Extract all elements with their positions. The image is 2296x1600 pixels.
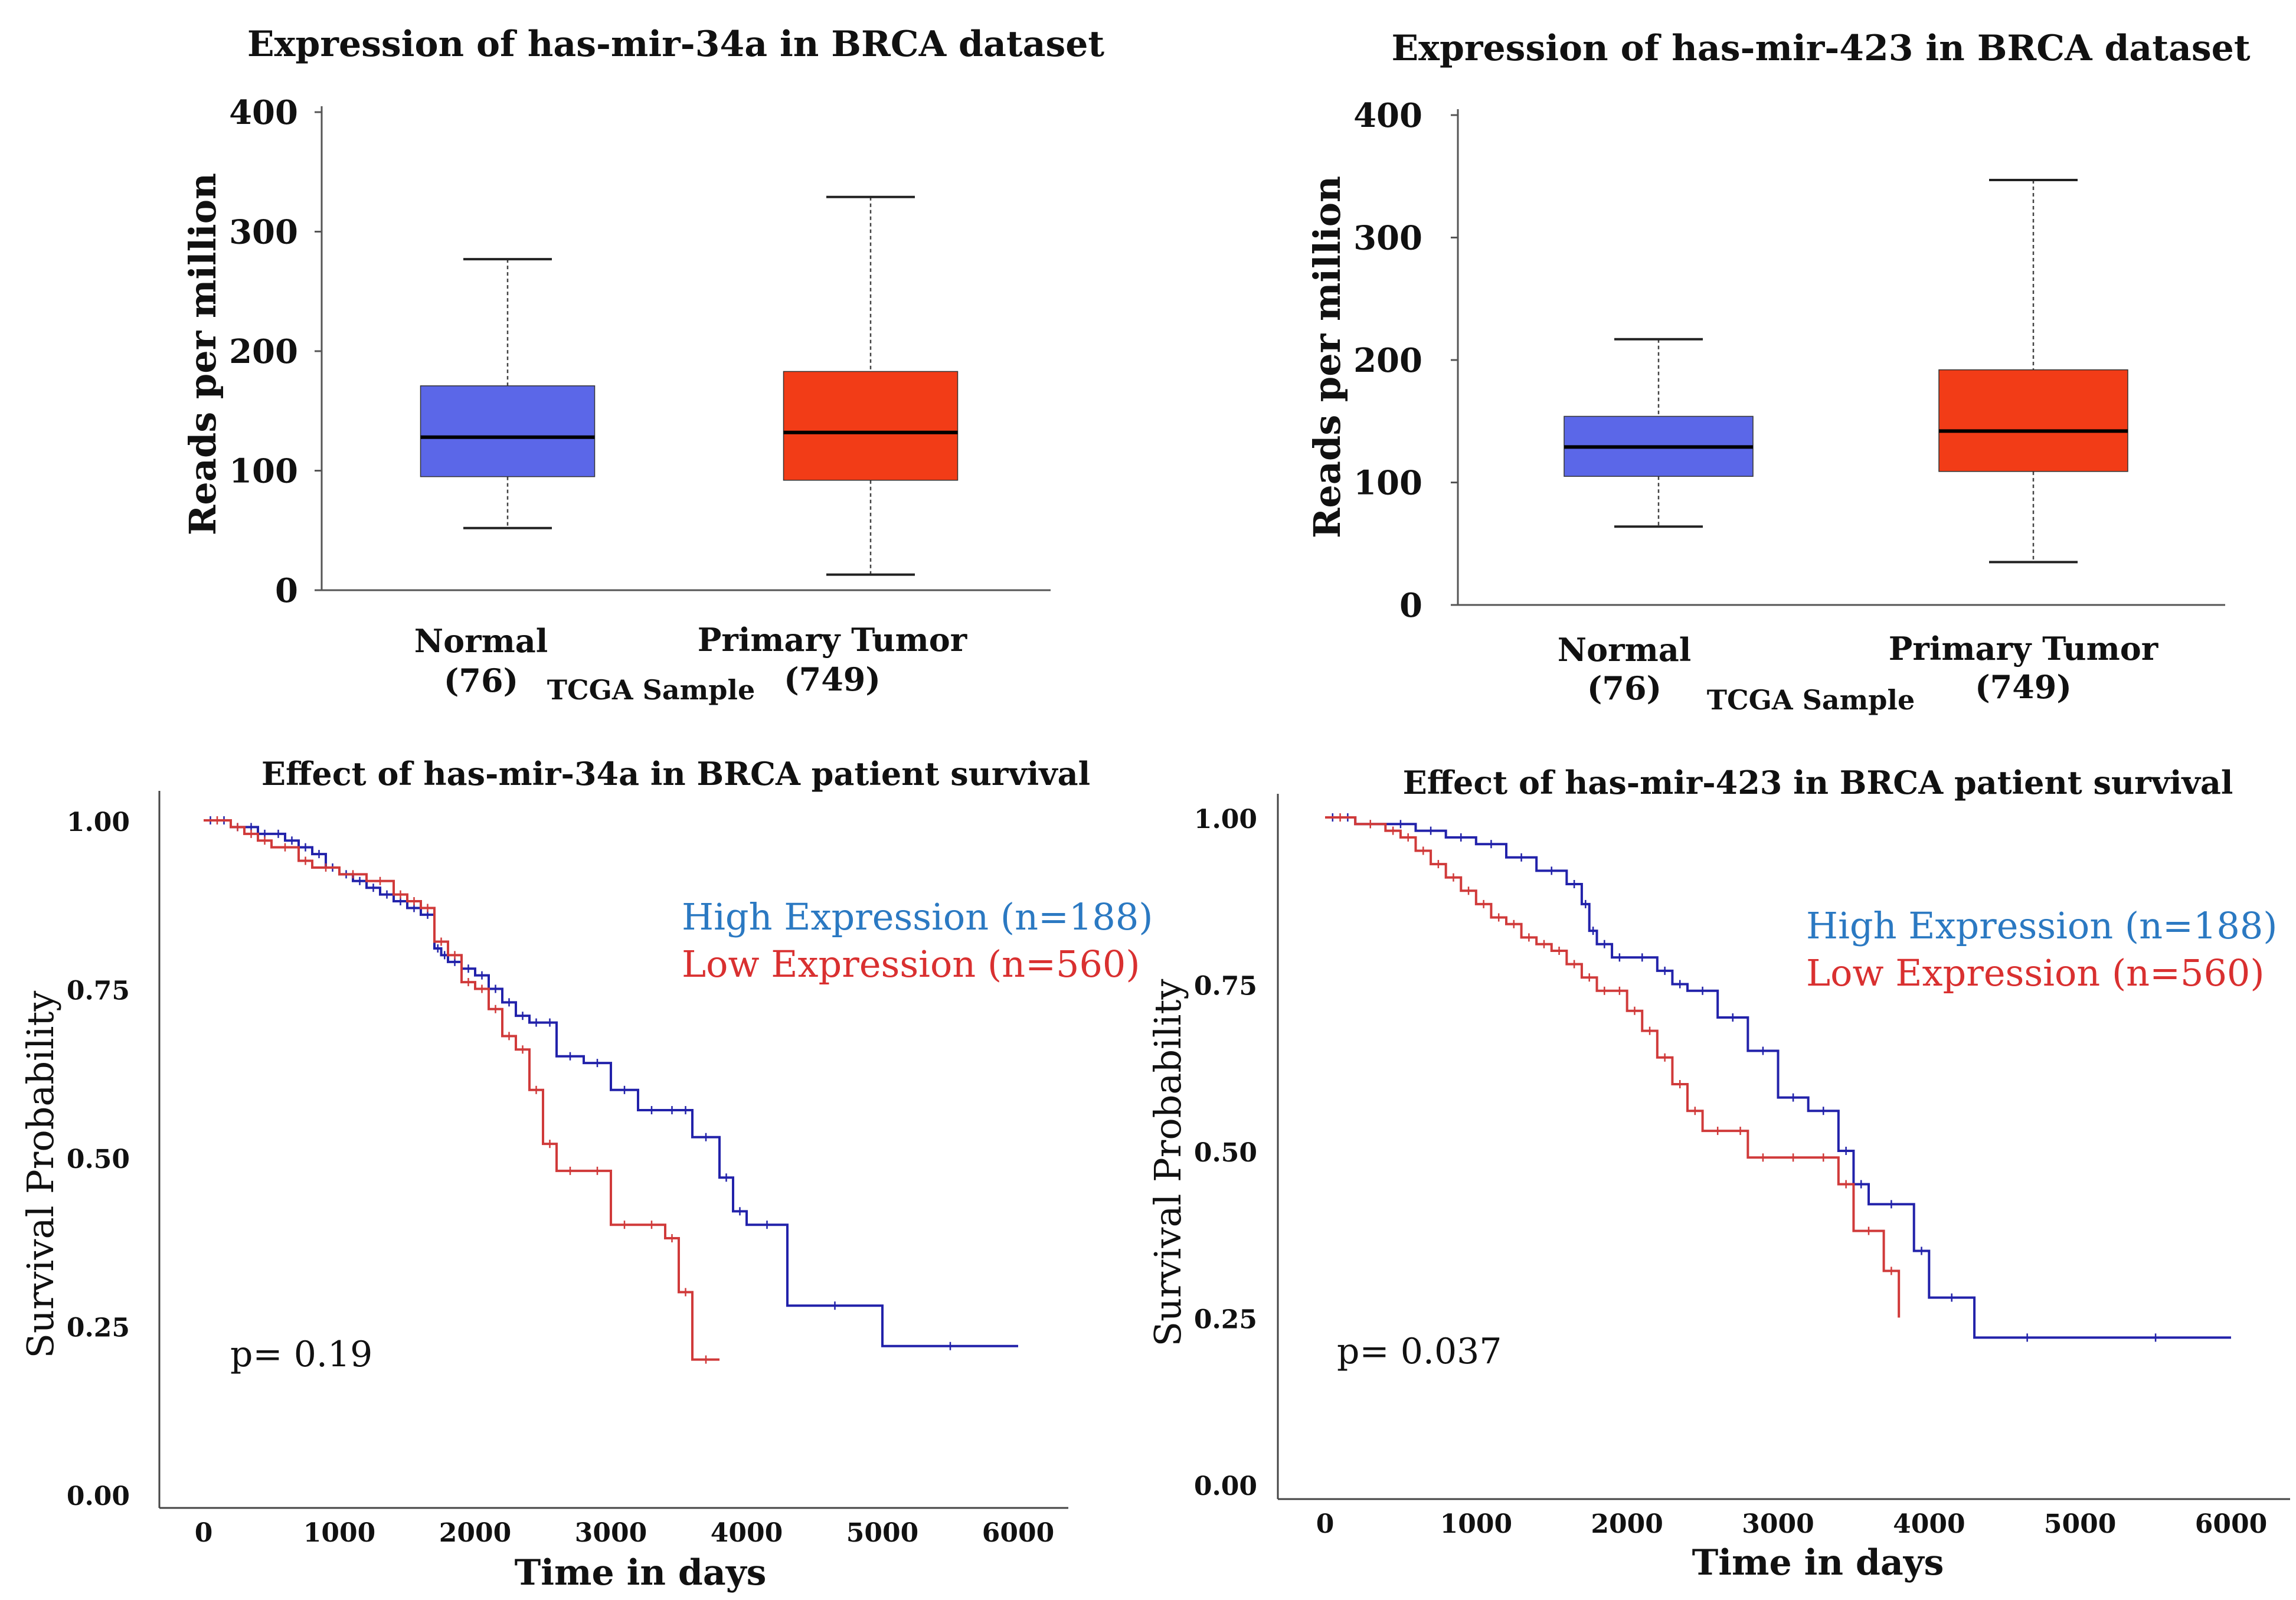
legend-low: Low Expression (n=560) [682,943,1140,986]
y-tick-label: 300 [229,213,298,252]
y-tick-label: 0.25 [67,1313,130,1343]
y-tick-label: 0.00 [1194,1471,1257,1501]
boxplot-mir-34a: Expression of has-mir-34a in BRCA datase… [181,24,1104,706]
y-tick-label: 0 [275,571,298,610]
chart-title: Effect of has-mir-423 in BRCA patient su… [1403,764,2233,801]
km-plot-mir-34a: Effect of has-mir-34a in BRCA patient su… [19,755,1153,1594]
category-label: Normal [1558,631,1691,669]
y-axis-label: Survival Probability [1146,979,1189,1347]
y-tick-label: 1.00 [67,807,130,837]
x-tick-label: 2000 [439,1518,511,1548]
y-tick-label: 0.50 [1194,1138,1257,1168]
p-value: p= 0.19 [230,1334,372,1375]
category-count: (76) [444,662,518,699]
x-tick-label: 0 [195,1518,213,1548]
y-tick-label: 200 [229,332,298,371]
p-value: p= 0.037 [1337,1331,1502,1372]
legend-high: High Expression (n=188) [1806,904,2278,947]
x-tick-label: 5000 [846,1518,918,1548]
box-iqr [1938,369,2128,472]
y-tick-label: 100 [1353,464,1422,503]
chart-title: Effect of has-mir-34a in BRCA patient su… [261,755,1090,793]
x-axis-label: TCGA Sample [547,674,755,706]
y-tick-label: 0.25 [1194,1305,1257,1335]
x-tick-label: 0 [1316,1509,1335,1539]
x-tick-label: 3000 [1742,1509,1814,1539]
x-tick-label: 4000 [1893,1509,1965,1539]
y-axis-label: Reads per million [1306,176,1349,538]
x-tick-label: 2000 [1591,1509,1663,1539]
y-tick-label: 400 [229,93,298,132]
x-tick-label: 6000 [2195,1509,2267,1539]
chart-title: Expression of has-mir-423 in BRCA datase… [1391,28,2250,69]
boxplot-mir-423: Expression of has-mir-423 in BRCA datase… [1306,28,2251,716]
x-tick-label: 1000 [1440,1509,1512,1539]
x-axis-label: Time in days [1692,1542,1944,1583]
category-label: Primary Tumor [1889,630,2158,668]
y-tick-label: 400 [1353,96,1422,135]
legend-low: Low Expression (n=560) [1806,951,2265,994]
survival-curve-low [204,819,719,1361]
box-iqr [783,371,959,481]
chart-title: Expression of has-mir-34a in BRCA datase… [247,24,1105,65]
y-tick-label: 0.75 [1194,971,1257,1002]
x-axis-label: TCGA Sample [1707,684,1915,716]
category-count: (76) [1587,669,1662,707]
y-tick-label: 0 [1399,586,1422,625]
legend-high: High Expression (n=188) [682,895,1153,938]
x-tick-label: 6000 [982,1518,1054,1548]
box-iqr [420,385,596,477]
y-tick-label: 0.50 [67,1144,130,1174]
y-tick-label: 0.75 [67,976,130,1006]
x-tick-label: 4000 [711,1518,783,1548]
x-tick-label: 5000 [2044,1509,2116,1539]
x-tick-label: 3000 [575,1518,647,1548]
category-label: Normal [414,622,548,660]
y-tick-label: 1.00 [1194,804,1257,835]
x-axis-label: Time in days [515,1552,767,1594]
category-label: Primary Tumor [698,621,967,659]
y-tick-label: 200 [1353,341,1422,380]
km-plot-mir-423: Effect of has-mir-423 in BRCA patient su… [1146,764,2290,1583]
survival-curve-low [1325,816,1901,1318]
x-tick-label: 1000 [303,1518,375,1548]
y-axis-label: Reads per million [181,173,224,535]
y-tick-label: 100 [229,452,298,491]
category-count: (749) [1975,668,2072,706]
y-axis-label: Survival Probability [19,991,62,1359]
survival-curve-high [1325,816,2231,1339]
y-tick-label: 300 [1353,219,1422,258]
y-tick-label: 0.00 [67,1481,130,1511]
category-count: (749) [784,660,881,698]
